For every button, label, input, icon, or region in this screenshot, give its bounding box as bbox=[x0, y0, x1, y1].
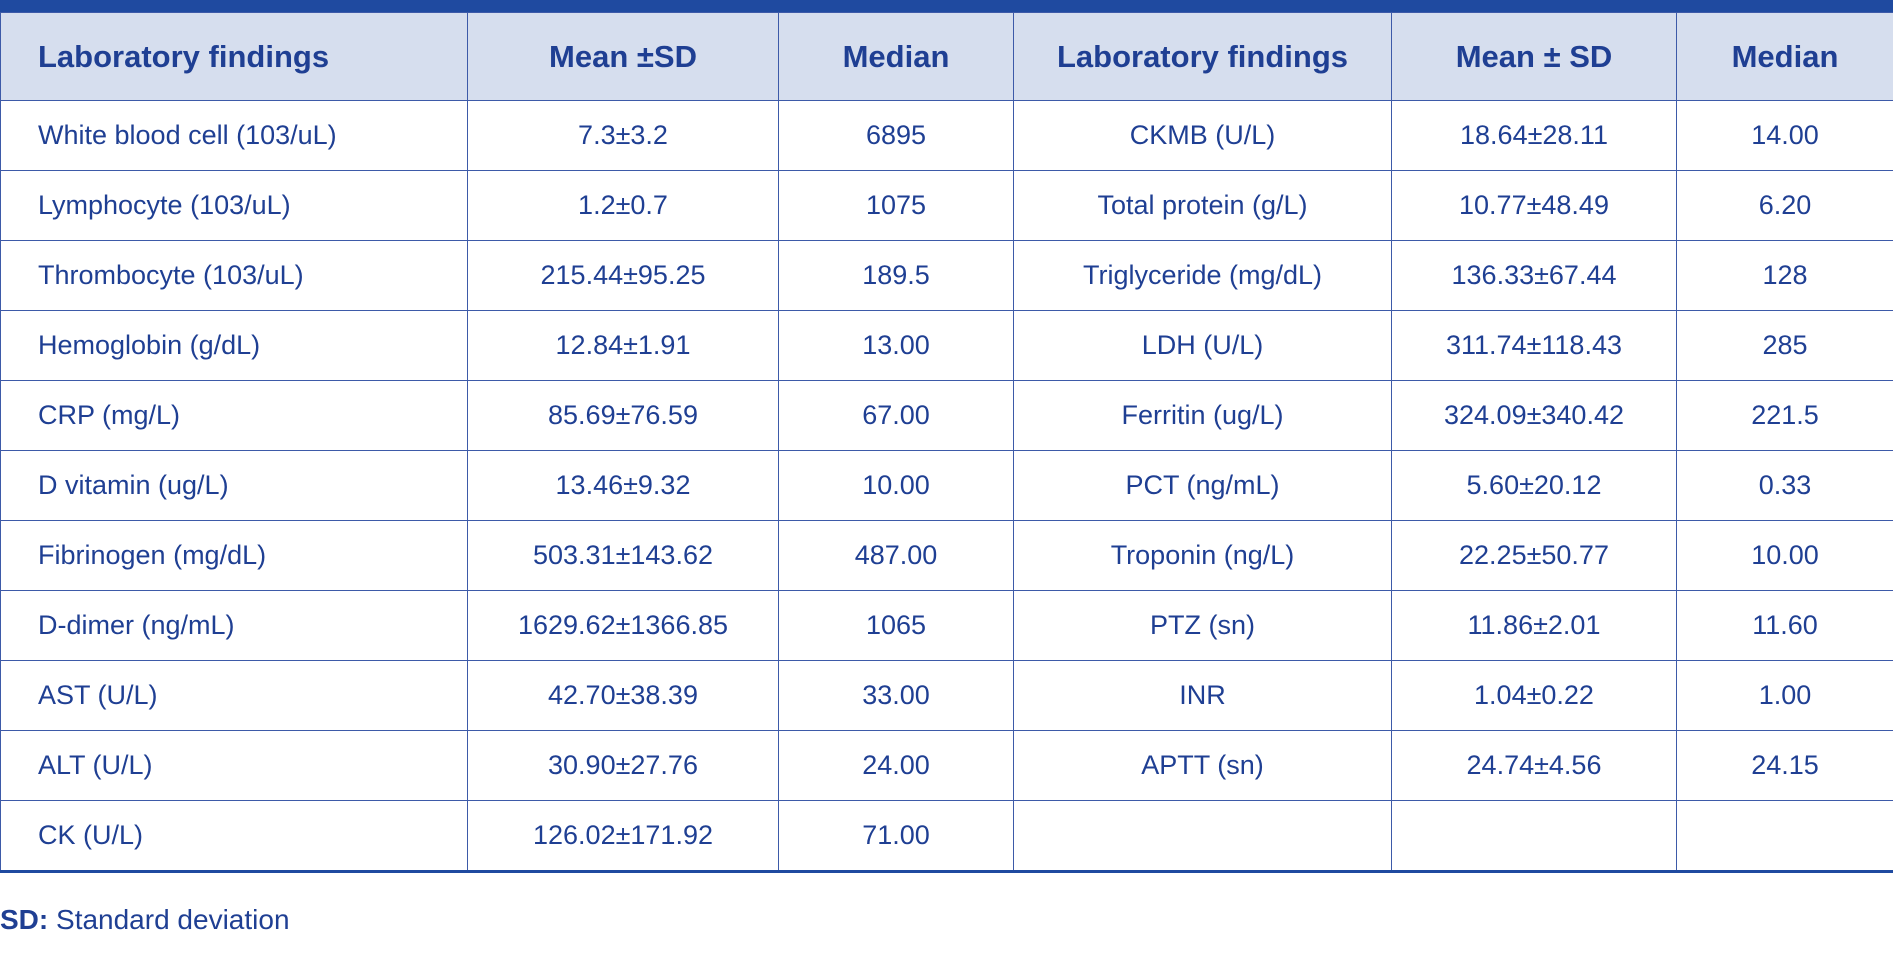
cell-mean-sd: 11.86±2.01 bbox=[1391, 590, 1677, 661]
cell-finding: Ferritin (ug/L) bbox=[1013, 380, 1392, 451]
table-row: White blood cell (103/uL) 7.3±3.2 6895 C… bbox=[0, 100, 1893, 171]
cell-finding: CK (U/L) bbox=[0, 800, 468, 873]
cell-mean-sd bbox=[1391, 800, 1677, 873]
table-row: AST (U/L) 42.70±38.39 33.00 INR 1.04±0.2… bbox=[0, 660, 1893, 731]
cell-median: 1.00 bbox=[1676, 660, 1893, 731]
cell-median: 67.00 bbox=[778, 380, 1014, 451]
cell-finding: Troponin (ng/L) bbox=[1013, 520, 1392, 591]
cell-mean-sd: 7.3±3.2 bbox=[467, 100, 779, 171]
cell-mean-sd: 503.31±143.62 bbox=[467, 520, 779, 591]
cell-finding: White blood cell (103/uL) bbox=[0, 100, 468, 171]
cell-median: 71.00 bbox=[778, 800, 1014, 873]
cell-mean-sd: 10.77±48.49 bbox=[1391, 170, 1677, 241]
cell-mean-sd: 126.02±171.92 bbox=[467, 800, 779, 873]
table-row: Hemoglobin (g/dL) 12.84±1.91 13.00 LDH (… bbox=[0, 310, 1893, 381]
table-row: Fibrinogen (mg/dL) 503.31±143.62 487.00 … bbox=[0, 520, 1893, 591]
cell-finding: ALT (U/L) bbox=[0, 730, 468, 801]
cell-mean-sd: 311.74±118.43 bbox=[1391, 310, 1677, 381]
cell-mean-sd: 324.09±340.42 bbox=[1391, 380, 1677, 451]
cell-median: 11.60 bbox=[1676, 590, 1893, 661]
table-row: D vitamin (ug/L) 13.46±9.32 10.00 PCT (n… bbox=[0, 450, 1893, 521]
cell-mean-sd: 18.64±28.11 bbox=[1391, 100, 1677, 171]
cell-median: 487.00 bbox=[778, 520, 1014, 591]
cell-median: 189.5 bbox=[778, 240, 1014, 311]
cell-median: 14.00 bbox=[1676, 100, 1893, 171]
cell-finding: D-dimer (ng/mL) bbox=[0, 590, 468, 661]
table-row: CRP (mg/L) 85.69±76.59 67.00 Ferritin (u… bbox=[0, 380, 1893, 451]
cell-finding: APTT (sn) bbox=[1013, 730, 1392, 801]
cell-median: 285 bbox=[1676, 310, 1893, 381]
cell-finding: INR bbox=[1013, 660, 1392, 731]
cell-mean-sd: 12.84±1.91 bbox=[467, 310, 779, 381]
cell-finding bbox=[1013, 800, 1392, 873]
cell-mean-sd: 30.90±27.76 bbox=[467, 730, 779, 801]
table-container: Laboratory findings Mean ±SD Median Labo… bbox=[0, 0, 1893, 873]
table-row: Lymphocyte (103/uL) 1.2±0.7 1075 Total p… bbox=[0, 170, 1893, 241]
cell-mean-sd: 1629.62±1366.85 bbox=[467, 590, 779, 661]
cell-median: 24.00 bbox=[778, 730, 1014, 801]
cell-median: 221.5 bbox=[1676, 380, 1893, 451]
cell-finding: Lymphocyte (103/uL) bbox=[0, 170, 468, 241]
cell-finding: Fibrinogen (mg/dL) bbox=[0, 520, 468, 591]
footnote-abbreviation: SD: bbox=[0, 904, 49, 935]
cell-mean-sd: 1.2±0.7 bbox=[467, 170, 779, 241]
cell-finding: CRP (mg/L) bbox=[0, 380, 468, 451]
cell-mean-sd: 42.70±38.39 bbox=[467, 660, 779, 731]
cell-mean-sd: 1.04±0.22 bbox=[1391, 660, 1677, 731]
header-mean-sd-left: Mean ±SD bbox=[467, 12, 779, 101]
cell-median: 128 bbox=[1676, 240, 1893, 311]
cell-median: 0.33 bbox=[1676, 450, 1893, 521]
cell-mean-sd: 22.25±50.77 bbox=[1391, 520, 1677, 591]
cell-mean-sd: 24.74±4.56 bbox=[1391, 730, 1677, 801]
cell-median: 10.00 bbox=[1676, 520, 1893, 591]
cell-finding: Thrombocyte (103/uL) bbox=[0, 240, 468, 311]
cell-median: 33.00 bbox=[778, 660, 1014, 731]
laboratory-findings-table: Laboratory findings Mean ±SD Median Labo… bbox=[0, 12, 1893, 873]
header-median-left: Median bbox=[778, 12, 1014, 101]
cell-mean-sd: 136.33±67.44 bbox=[1391, 240, 1677, 311]
cell-finding: PTZ (sn) bbox=[1013, 590, 1392, 661]
cell-median: 10.00 bbox=[778, 450, 1014, 521]
cell-median: 24.15 bbox=[1676, 730, 1893, 801]
cell-mean-sd: 215.44±95.25 bbox=[467, 240, 779, 311]
cell-median bbox=[1676, 800, 1893, 873]
cell-median: 6.20 bbox=[1676, 170, 1893, 241]
table-row: Thrombocyte (103/uL) 215.44±95.25 189.5 … bbox=[0, 240, 1893, 311]
cell-finding: LDH (U/L) bbox=[1013, 310, 1392, 381]
cell-mean-sd: 5.60±20.12 bbox=[1391, 450, 1677, 521]
cell-median: 1075 bbox=[778, 170, 1014, 241]
header-lab-findings-right: Laboratory findings bbox=[1013, 12, 1392, 101]
cell-finding: CKMB (U/L) bbox=[1013, 100, 1392, 171]
table-row: D-dimer (ng/mL) 1629.62±1366.85 1065 PTZ… bbox=[0, 590, 1893, 661]
cell-finding: Total protein (g/L) bbox=[1013, 170, 1392, 241]
cell-finding: AST (U/L) bbox=[0, 660, 468, 731]
cell-finding: PCT (ng/mL) bbox=[1013, 450, 1392, 521]
cell-finding: Triglyceride (mg/dL) bbox=[1013, 240, 1392, 311]
cell-median: 6895 bbox=[778, 100, 1014, 171]
cell-median: 13.00 bbox=[778, 310, 1014, 381]
footnote: SD: Standard deviation bbox=[0, 904, 290, 936]
cell-mean-sd: 85.69±76.59 bbox=[467, 380, 779, 451]
top-rule bbox=[0, 0, 1893, 12]
header-mean-sd-right: Mean ± SD bbox=[1391, 12, 1677, 101]
cell-finding: Hemoglobin (g/dL) bbox=[0, 310, 468, 381]
footnote-text: Standard deviation bbox=[48, 904, 290, 935]
header-lab-findings-left: Laboratory findings bbox=[0, 12, 468, 101]
cell-median: 1065 bbox=[778, 590, 1014, 661]
table-row: CK (U/L) 126.02±171.92 71.00 bbox=[0, 800, 1893, 873]
header-median-right: Median bbox=[1676, 12, 1893, 101]
cell-finding: D vitamin (ug/L) bbox=[0, 450, 468, 521]
header-row: Laboratory findings Mean ±SD Median Labo… bbox=[0, 12, 1893, 101]
table-row: ALT (U/L) 30.90±27.76 24.00 APTT (sn) 24… bbox=[0, 730, 1893, 801]
cell-mean-sd: 13.46±9.32 bbox=[467, 450, 779, 521]
